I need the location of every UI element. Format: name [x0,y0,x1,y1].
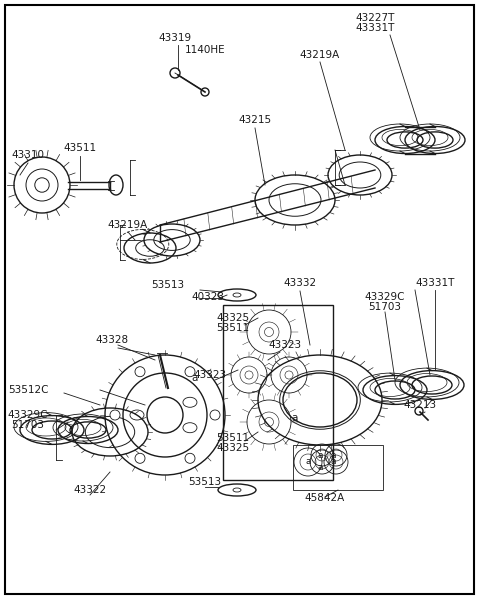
Text: 43323: 43323 [194,370,227,380]
Text: 43227T: 43227T [355,13,395,23]
Text: 43213: 43213 [403,400,436,410]
Text: 43319: 43319 [159,33,192,43]
Text: 53511: 53511 [217,433,250,443]
Circle shape [185,367,195,377]
Text: 43325: 43325 [217,443,250,453]
Text: 43325: 43325 [217,313,250,323]
Text: 43323: 43323 [268,340,302,350]
Text: 43328: 43328 [95,335,128,345]
Circle shape [185,453,195,463]
Text: 43331T: 43331T [415,278,455,288]
Text: a: a [317,450,323,459]
Text: 45842A: 45842A [305,493,345,503]
Text: 53513: 53513 [151,280,184,290]
Text: 43310: 43310 [11,150,45,160]
Text: a: a [305,458,311,467]
Text: 43329C: 43329C [8,410,48,420]
Text: 43322: 43322 [73,485,106,495]
Text: a: a [330,450,336,459]
Text: 43215: 43215 [239,115,272,125]
Text: 51703: 51703 [11,420,45,430]
Text: 53512C: 53512C [8,385,48,395]
Text: 53513: 53513 [188,477,222,487]
Circle shape [135,453,145,463]
Circle shape [135,367,145,377]
Text: 43219A: 43219A [300,50,340,60]
Text: a: a [317,462,323,471]
Text: 43332: 43332 [284,278,317,288]
Text: a: a [192,373,198,383]
Text: 43511: 43511 [63,143,97,153]
Text: 40323: 40323 [192,292,225,302]
Text: 1140HE: 1140HE [185,45,225,55]
Text: a: a [292,413,298,423]
Text: a: a [330,458,336,467]
Text: 53511: 53511 [217,323,250,333]
Text: 43219A: 43219A [108,220,148,230]
Bar [223,305,333,480]
Circle shape [110,410,120,420]
Bar [293,445,383,490]
Text: 51703: 51703 [368,302,401,312]
Text: 43331T: 43331T [355,23,395,33]
Text: 43329C: 43329C [365,292,405,302]
Circle shape [210,410,220,420]
